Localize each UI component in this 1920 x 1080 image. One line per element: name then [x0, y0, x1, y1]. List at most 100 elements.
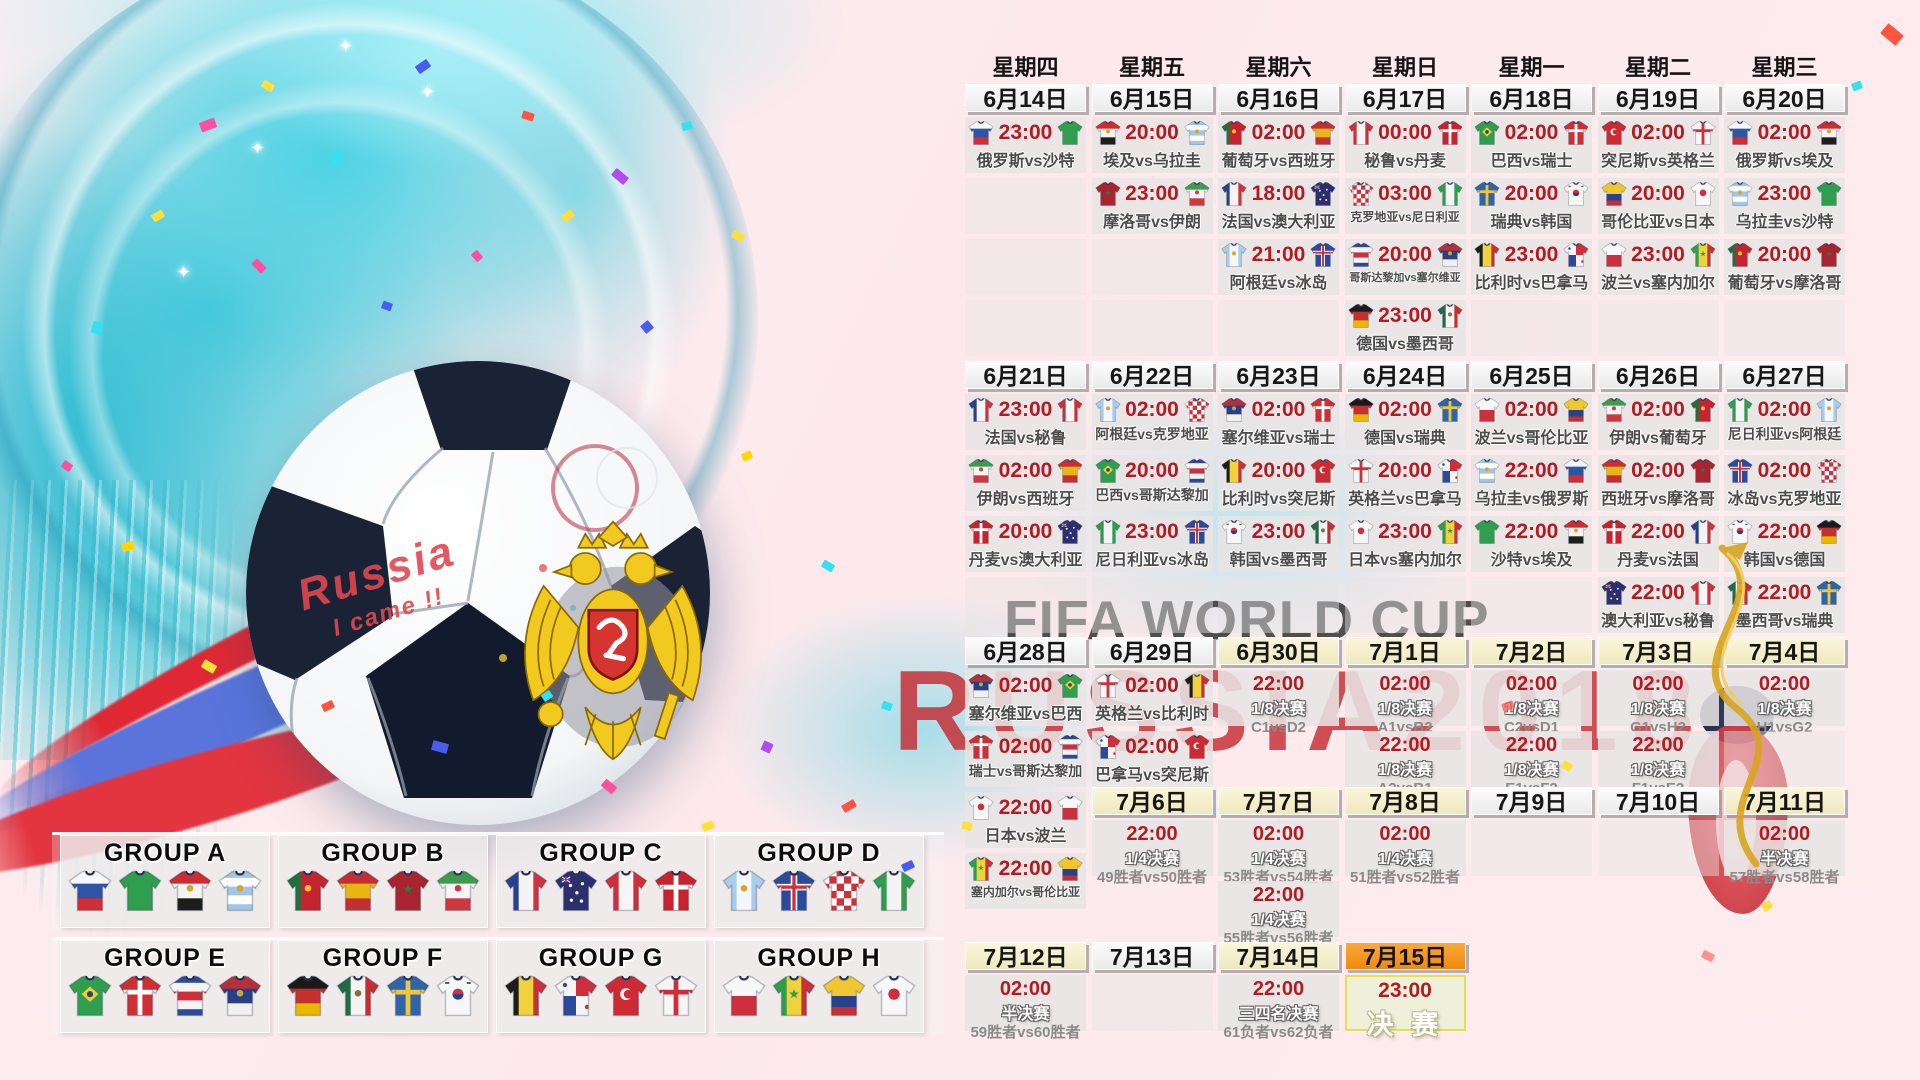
- match-time: 20:00: [1378, 243, 1432, 266]
- match-teams: 日本vs塞内加尔: [1348, 552, 1462, 569]
- matchup-label: 61负者vs62负者: [1223, 1024, 1334, 1041]
- group-title: GROUP H: [757, 944, 881, 972]
- date-header[interactable]: 6月21日: [965, 361, 1086, 389]
- date-header[interactable]: 6月24日: [1344, 361, 1466, 389]
- match-cell: 20:00 英格兰vs巴拿马: [1344, 455, 1466, 511]
- match-time: 20:00: [1757, 243, 1812, 266]
- match-time: 22:00: [1379, 734, 1431, 756]
- date-header[interactable]: 7月3日: [1597, 637, 1719, 665]
- group-jerseys: [279, 869, 487, 913]
- sparkle-glint: ✦: [420, 82, 436, 102]
- group-jerseys: [715, 974, 923, 1018]
- date-header[interactable]: 6月25日: [1471, 361, 1592, 389]
- matchup-label: 49胜者vs50胜者: [1096, 869, 1208, 886]
- empty-slot: [1471, 820, 1592, 876]
- date-header[interactable]: 7月6日: [1091, 787, 1213, 815]
- group-box: GROUP E: [60, 940, 270, 1033]
- match-time: 23:00: [1504, 243, 1559, 266]
- match-time: 22:00: [1757, 520, 1812, 543]
- match-cell: 20:00 丹麦vs澳大利亚: [965, 516, 1086, 572]
- match-cell: 22:00 塞内加尔vs哥伦比亚: [965, 853, 1086, 909]
- match-time: 02:00: [1252, 823, 1305, 845]
- team-jersey-icon: [968, 397, 994, 423]
- team-jersey-icon: [286, 869, 330, 913]
- date-header[interactable]: 6月17日: [1344, 84, 1466, 112]
- date-header[interactable]: 7月1日: [1344, 637, 1466, 665]
- weekday-label: 星期三: [1751, 55, 1818, 80]
- team-jersey-icon: [772, 869, 816, 913]
- match-cell: 22:00 澳大利亚vs秘鲁: [1597, 577, 1719, 633]
- date-header[interactable]: 7月8日: [1344, 787, 1466, 815]
- date-header[interactable]: 6月23日: [1218, 361, 1339, 389]
- date-header[interactable]: 6月18日: [1471, 84, 1592, 112]
- match-cell: 02:00 葡萄牙vs西班牙: [1218, 117, 1339, 173]
- team-jersey-icon: [1727, 120, 1753, 146]
- empty-slot: [1597, 820, 1719, 876]
- match-teams: 瑞典vs韩国: [1490, 214, 1573, 231]
- knockout-cell: 22:00 1/8决赛 C1vsD2: [1218, 670, 1339, 736]
- date-header[interactable]: 6月19日: [1597, 84, 1719, 112]
- date-header[interactable]: 7月12日: [965, 942, 1086, 970]
- match-cell: 23:00 尼日利亚vs冰岛: [1091, 516, 1213, 572]
- confetti-piece: [1700, 949, 1716, 963]
- date-header[interactable]: 6月22日: [1091, 361, 1213, 389]
- team-jersey-icon: [1094, 458, 1121, 484]
- match-cell: 20:00 葡萄牙vs摩洛哥: [1724, 239, 1845, 295]
- date-header[interactable]: 6月27日: [1724, 361, 1845, 389]
- match-teams: 德国vs瑞典: [1364, 430, 1446, 447]
- team-jersey-icon: [1816, 181, 1842, 207]
- match-teams: 韩国vs德国: [1743, 552, 1826, 569]
- match-time: 23:00: [998, 121, 1053, 144]
- match-time: 23:00: [1125, 182, 1179, 205]
- date-header[interactable]: 6月30日: [1218, 637, 1339, 665]
- team-jersey-icon: [654, 974, 698, 1018]
- stage-label: 1/4决赛: [1251, 912, 1306, 929]
- date-header[interactable]: 6月15日: [1091, 84, 1213, 112]
- knockout-cell: 02:00 1/4决赛 53胜者vs54胜者: [1218, 820, 1339, 886]
- date-header[interactable]: 7月7日: [1218, 787, 1339, 815]
- team-jersey-icon: [504, 869, 548, 913]
- empty-slot: [1471, 300, 1592, 356]
- match-cell: 20:00 埃及vs乌拉圭: [1091, 117, 1213, 173]
- match-cell: 02:00 德国vs瑞典: [1344, 394, 1466, 450]
- match-time: 22:00: [1252, 884, 1305, 906]
- date-header[interactable]: 6月14日: [965, 84, 1086, 112]
- team-jersey-icon: [1563, 181, 1589, 207]
- match-teams: 墨西哥vs瑞典: [1735, 613, 1834, 630]
- empty-slot: [1471, 577, 1592, 633]
- team-jersey-icon: [1221, 458, 1247, 484]
- match-cell: 00:00 秘鲁vs丹麦: [1344, 117, 1466, 173]
- date-header[interactable]: 6月26日: [1597, 361, 1719, 389]
- match-teams: 丹麦vs澳大利亚: [968, 552, 1083, 569]
- match-time: 22:00: [1631, 520, 1685, 543]
- date-header[interactable]: 6月16日: [1218, 84, 1339, 112]
- team-jersey-icon: [1727, 181, 1753, 207]
- match-time: 20:00: [1504, 182, 1559, 205]
- date-header[interactable]: 7月14日: [1218, 942, 1339, 970]
- match-time: 22:00: [1252, 673, 1305, 695]
- team-jersey-icon: [968, 795, 994, 821]
- date-header[interactable]: 7月4日: [1724, 637, 1845, 665]
- match-teams: 塞内加尔vs哥伦比亚: [970, 885, 1081, 899]
- date-header[interactable]: 6月28日: [965, 637, 1086, 665]
- empty-slot: [1724, 731, 1845, 787]
- team-jersey-icon: [822, 869, 866, 913]
- group-title: GROUP B: [321, 839, 445, 867]
- stage-label: 1/8决赛: [1504, 762, 1559, 779]
- team-jersey-icon: [968, 519, 994, 545]
- date-header[interactable]: 7月15日: [1344, 942, 1466, 970]
- date-header[interactable]: 7月9日: [1471, 787, 1592, 815]
- match-cell: 23:00 波兰vs塞内加尔: [1597, 239, 1719, 295]
- match-teams: 比利时vs突尼斯: [1221, 491, 1336, 508]
- match-teams: 波兰vs哥伦比亚: [1474, 430, 1589, 447]
- match-time: 23:00: [1125, 520, 1179, 543]
- team-jersey-icon: [168, 869, 212, 913]
- date-header[interactable]: 7月2日: [1471, 637, 1592, 665]
- group-box: GROUP G: [496, 940, 706, 1033]
- confetti-piece: [1850, 80, 1864, 92]
- matchup-label: C1vsD2: [1250, 719, 1307, 736]
- date-header[interactable]: 6月20日: [1724, 84, 1845, 112]
- date-header[interactable]: 7月10日: [1597, 787, 1719, 815]
- date-header[interactable]: 6月29日: [1091, 637, 1213, 665]
- date-header[interactable]: 7月13日: [1091, 942, 1213, 970]
